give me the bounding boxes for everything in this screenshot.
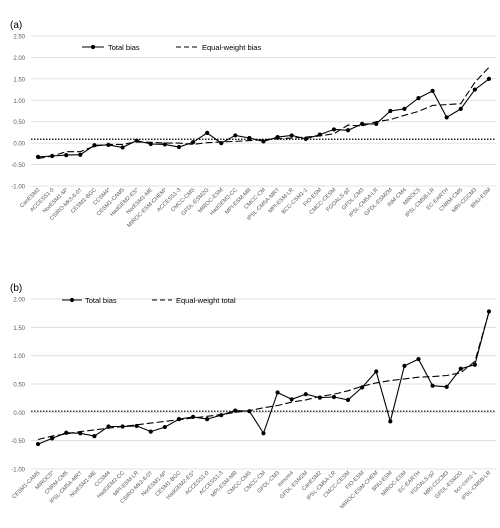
legend-label-total-bias: Total bias	[108, 43, 140, 52]
data-point	[78, 152, 83, 157]
data-point	[374, 369, 379, 374]
data-point	[458, 366, 463, 371]
data-point	[388, 419, 393, 424]
data-point	[289, 133, 294, 138]
data-point	[176, 144, 182, 150]
y-tick-label: 2.00	[13, 298, 25, 304]
data-point	[50, 436, 55, 441]
data-point	[388, 108, 393, 114]
data-point	[331, 394, 337, 400]
data-point	[444, 384, 449, 389]
y-tick-label: 2.50	[13, 35, 25, 41]
data-point	[402, 363, 407, 368]
y-tick-label: 1.00	[13, 99, 25, 105]
data-point	[148, 141, 153, 147]
data-point	[247, 135, 252, 141]
data-point	[190, 140, 196, 145]
data-point	[402, 106, 407, 111]
data-point	[331, 127, 337, 132]
data-point	[430, 88, 435, 93]
data-point	[35, 441, 41, 447]
data-point	[92, 434, 97, 439]
data-point	[261, 431, 266, 436]
data-point	[148, 429, 153, 434]
data-point	[472, 362, 477, 367]
series-line-equal-weight	[37, 66, 490, 160]
data-point	[162, 424, 167, 430]
y-tick-label: 0.00	[13, 142, 25, 148]
y-tick-label: -0.50	[11, 163, 25, 169]
legend-label-equal-weight: Equal-weight total	[176, 296, 236, 305]
data-point	[416, 356, 421, 362]
data-point	[416, 96, 421, 101]
legend-marker-total-bias	[90, 44, 96, 50]
data-point	[486, 309, 492, 314]
data-point	[64, 153, 69, 158]
data-point	[275, 390, 280, 395]
data-point	[303, 136, 308, 141]
y-tick-label: 0.50	[13, 383, 25, 389]
data-point	[374, 121, 379, 126]
y-tick-label: 1.50	[13, 326, 25, 332]
data-point	[289, 397, 294, 402]
legend-marker-total-bias	[69, 297, 75, 303]
data-point	[303, 392, 308, 397]
data-point	[92, 143, 97, 148]
data-point	[444, 115, 449, 120]
data-point	[275, 135, 280, 140]
data-point	[205, 417, 210, 422]
data-point	[205, 130, 210, 135]
y-tick-label: -0.50	[11, 439, 25, 445]
y-tick-label: -1.00	[11, 185, 25, 191]
data-point	[360, 121, 365, 126]
data-point	[261, 139, 266, 144]
panel-label: (b)	[10, 283, 22, 294]
data-point	[233, 133, 238, 138]
y-tick-label: 2.00	[13, 56, 25, 62]
panel-label: (a)	[10, 20, 22, 31]
series-line-equal-weight	[37, 311, 490, 441]
y-tick-label: -1.00	[11, 468, 25, 474]
data-point	[472, 87, 477, 92]
data-point	[120, 145, 125, 150]
data-point	[345, 128, 351, 133]
y-tick-label: 0.00	[13, 411, 25, 417]
legend-label-equal-weight: Equal-weight bias	[202, 43, 261, 52]
y-tick-label: 1.50	[13, 77, 25, 83]
legend-label-total-bias: Total bias	[85, 296, 117, 305]
y-tick-label: 0.50	[13, 120, 25, 126]
data-point	[458, 106, 463, 111]
data-point	[360, 385, 365, 390]
data-point	[486, 76, 492, 81]
data-point	[64, 430, 69, 435]
data-point	[345, 397, 351, 402]
data-point	[430, 383, 435, 388]
y-tick-label: 1.00	[13, 354, 25, 360]
